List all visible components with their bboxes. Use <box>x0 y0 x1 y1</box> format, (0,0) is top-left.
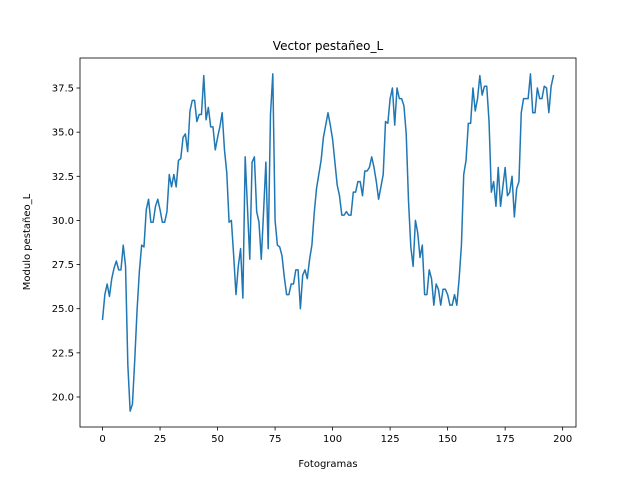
y-tick-label: 22.5 <box>52 348 74 359</box>
y-tick-label: 35.0 <box>52 128 74 139</box>
x-tick-label: 100 <box>323 434 342 445</box>
x-tick-label: 125 <box>381 434 400 445</box>
x-tick-label: 0 <box>99 434 105 445</box>
y-axis-label: Modulo pestañeo_L <box>22 193 33 290</box>
y-tick-label: 37.5 <box>52 84 74 95</box>
x-tick-label: 200 <box>553 434 572 445</box>
y-tick-label: 25.0 <box>52 304 74 315</box>
series-line <box>101 73 555 412</box>
y-tick-label: 20.0 <box>52 392 74 403</box>
y-tick-label: 32.5 <box>52 172 74 183</box>
x-tick-label: 175 <box>496 434 515 445</box>
axes-frame <box>79 57 577 428</box>
y-tick-label: 30.0 <box>52 216 74 227</box>
y-tick-label: 27.5 <box>52 260 74 271</box>
x-axis-label: Fotogramas <box>298 459 357 470</box>
chart-title: Vector pestañeo_L <box>273 39 384 53</box>
x-tick-label: 50 <box>211 434 224 445</box>
x-tick-label: 150 <box>438 434 457 445</box>
x-tick-label: 75 <box>269 434 282 445</box>
x-tick-label: 25 <box>154 434 167 445</box>
plot-area: 0 25 50 75 100 125 150 175 200 20.0 22.5 25.0 27.5 30… <box>52 57 577 445</box>
